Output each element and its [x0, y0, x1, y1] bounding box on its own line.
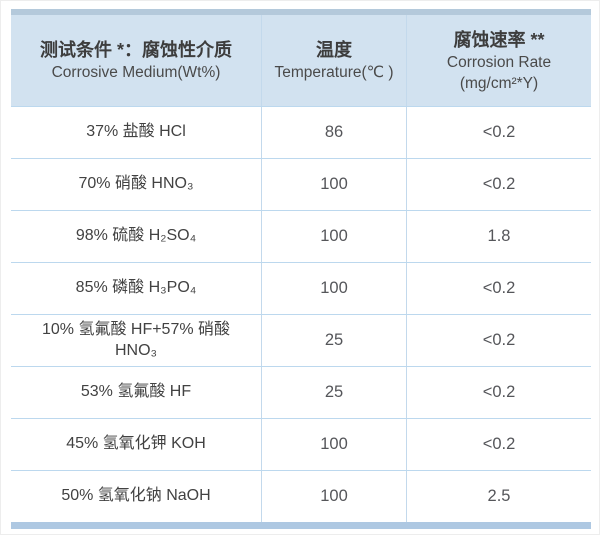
table-row: 85% 磷酸 H₃PO₄ 100 <0.2	[11, 262, 591, 314]
table-body: 37% 盐酸 HCl 86 <0.2 70% 硝酸 HNO₃ 100 <0.2 …	[11, 106, 591, 522]
table-row: 45% 氢氧化钾 KOH 100 <0.2	[11, 418, 591, 470]
temperature-cell: 100	[261, 211, 406, 262]
header-corrosive-medium-en: Corrosive Medium(Wt%)	[51, 64, 221, 82]
rate-cell: <0.2	[406, 315, 591, 366]
medium-cell: 85% 磷酸 H₃PO₄	[75, 279, 197, 297]
medium-cell: 45% 氢氧化钾 KOH	[66, 435, 206, 453]
table-header-row: 测试条件 *：腐蚀性介质 Corrosive Medium(Wt%) 温度 Te…	[11, 15, 591, 106]
temperature-cell: 25	[261, 315, 406, 366]
medium-cell: 37% 盐酸 HCl	[86, 123, 186, 141]
table-row: 98% 硫酸 H₂SO₄ 100 1.8	[11, 210, 591, 262]
header-corrosion-rate-zh: 腐蚀速率 **	[453, 29, 545, 50]
corrosion-resistance-table: 测试条件 *：腐蚀性介质 Corrosive Medium(Wt%) 温度 Te…	[11, 9, 591, 529]
table-row: 53% 氢氟酸 HF 25 <0.2	[11, 366, 591, 418]
temperature-cell: 100	[261, 263, 406, 314]
table-bottom-accent-bar	[11, 522, 591, 529]
rate-cell: <0.2	[406, 159, 591, 210]
medium-cell: 98% 硫酸 H₂SO₄	[75, 227, 197, 245]
temperature-cell: 86	[261, 107, 406, 158]
rate-cell: <0.2	[406, 367, 591, 418]
temperature-cell: 100	[261, 419, 406, 470]
rate-cell: <0.2	[406, 419, 591, 470]
rate-cell: <0.2	[406, 107, 591, 158]
temperature-cell: 100	[261, 471, 406, 522]
temperature-cell: 25	[261, 367, 406, 418]
header-cell-corrosion-rate: 腐蚀速率 ** Corrosion Rate (mg/cm²*Y)	[406, 15, 591, 106]
table-top-accent-bar	[11, 9, 591, 15]
table-row: 70% 硝酸 HNO₃ 100 <0.2	[11, 158, 591, 210]
rate-cell: 2.5	[406, 471, 591, 522]
header-temperature-en: Temperature(℃ )	[274, 64, 394, 82]
header-corrosive-medium-zh: 测试条件 *：腐蚀性介质	[39, 39, 232, 60]
medium-cell: 70% 硝酸 HNO₃	[78, 175, 194, 193]
medium-cell: 10% 氢氟酸 HF+57% 硝酸 HNO₃	[41, 320, 231, 359]
header-corrosion-rate-en: Corrosion Rate	[446, 53, 552, 71]
rate-cell: <0.2	[406, 263, 591, 314]
medium-cell: 50% 氢氧化钠 NaOH	[61, 487, 211, 505]
header-cell-temperature: 温度 Temperature(℃ )	[261, 15, 406, 106]
table-row: 37% 盐酸 HCl 86 <0.2	[11, 106, 591, 158]
header-cell-corrosive-medium: 测试条件 *：腐蚀性介质 Corrosive Medium(Wt%)	[11, 15, 261, 106]
temperature-cell: 100	[261, 159, 406, 210]
medium-cell: 53% 氢氟酸 HF	[80, 383, 192, 401]
table-row: 10% 氢氟酸 HF+57% 硝酸 HNO₃ 25 <0.2	[11, 314, 591, 366]
header-temperature-zh: 温度	[316, 39, 352, 60]
rate-cell: 1.8	[406, 211, 591, 262]
table-row: 50% 氢氧化钠 NaOH 100 2.5	[11, 470, 591, 522]
header-corrosion-rate-unit: (mg/cm²*Y)	[459, 74, 539, 92]
